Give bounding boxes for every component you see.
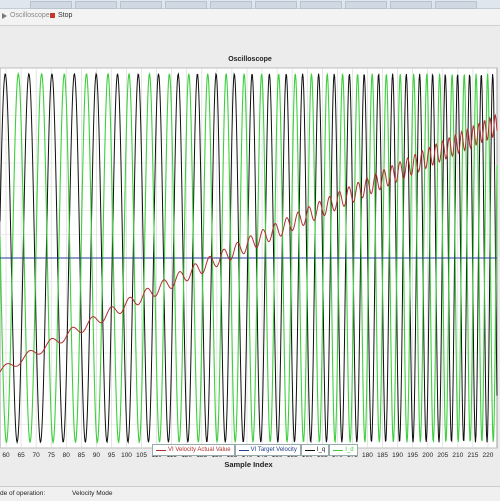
- x-axis-label: Sample Index: [224, 460, 273, 469]
- x-tick-label: 75: [48, 452, 56, 459]
- x-tick-label: 65: [17, 452, 25, 459]
- chart-title: Oscilloscope: [228, 56, 272, 63]
- x-tick-label: 80: [63, 452, 71, 459]
- legend-label: I_d: [345, 447, 354, 453]
- taskbar-item[interactable]: [390, 1, 432, 9]
- series-i-d-line: [0, 71, 498, 445]
- taskbar-item[interactable]: [300, 1, 342, 9]
- mode-label: de of operation:: [0, 490, 46, 497]
- legend-label: VI Target Velocity: [250, 447, 297, 453]
- taskbar-item[interactable]: [165, 1, 207, 9]
- x-tick-label: 180: [362, 452, 373, 459]
- x-tick-label: 95: [108, 452, 116, 459]
- stop-icon: [50, 13, 55, 18]
- x-tick-label: 90: [93, 452, 101, 459]
- x-tick-label: 85: [78, 452, 86, 459]
- taskbar-item[interactable]: [120, 1, 162, 9]
- legend-swatch: [238, 449, 249, 451]
- toolbar: Oscilloscope Stop: [0, 9, 500, 26]
- oscilloscope-label: Oscilloscope: [10, 12, 50, 19]
- status-bar: de of operation: Velocity Mode: [0, 486, 500, 501]
- taskbar-item[interactable]: [255, 1, 297, 9]
- legend-entry[interactable]: I_d: [329, 444, 358, 456]
- taskbar-item[interactable]: [345, 1, 387, 9]
- legend-swatch: [333, 449, 344, 451]
- x-tick-label: 70: [33, 452, 41, 459]
- mode-value: Velocity Mode: [72, 490, 113, 497]
- stop-button[interactable]: Stop: [50, 12, 72, 19]
- x-tick-label: 100: [121, 452, 132, 459]
- legend-entry[interactable]: VI Target Velocity: [234, 444, 301, 456]
- legend-entry[interactable]: VI Velocity Actual Value: [152, 444, 235, 456]
- taskbar-strip: [0, 0, 500, 9]
- x-tick-label: 190: [392, 452, 403, 459]
- play-icon: [2, 12, 7, 19]
- legend-label: VI Velocity Actual Value: [168, 447, 231, 453]
- x-tick-label: 185: [377, 452, 388, 459]
- series-i-q-line: [0, 72, 498, 445]
- legend-label: I_q: [316, 447, 326, 453]
- chart-legend: VI Velocity Actual Value VI Target Veloci…: [152, 444, 358, 456]
- x-tick-label: 215: [467, 452, 478, 459]
- taskbar-item[interactable]: [30, 1, 72, 9]
- taskbar-item[interactable]: [210, 1, 252, 9]
- x-tick-label: 60: [2, 452, 10, 459]
- taskbar-item[interactable]: [75, 1, 117, 9]
- x-tick-label: 200: [422, 452, 433, 459]
- x-tick-label: 105: [136, 452, 147, 459]
- x-tick-label: 210: [452, 452, 463, 459]
- oscilloscope-tab[interactable]: Oscilloscope: [2, 12, 50, 19]
- x-tick-label: 195: [407, 452, 418, 459]
- taskbar-item[interactable]: [435, 1, 477, 9]
- stop-label: Stop: [58, 12, 73, 19]
- series-actual-velocity-line: [0, 113, 498, 373]
- x-tick-label: 205: [437, 452, 448, 459]
- legend-swatch: [156, 449, 166, 451]
- legend-swatch: [304, 449, 315, 451]
- legend-entry[interactable]: I_q: [300, 444, 330, 456]
- x-tick-label: 220: [483, 452, 494, 459]
